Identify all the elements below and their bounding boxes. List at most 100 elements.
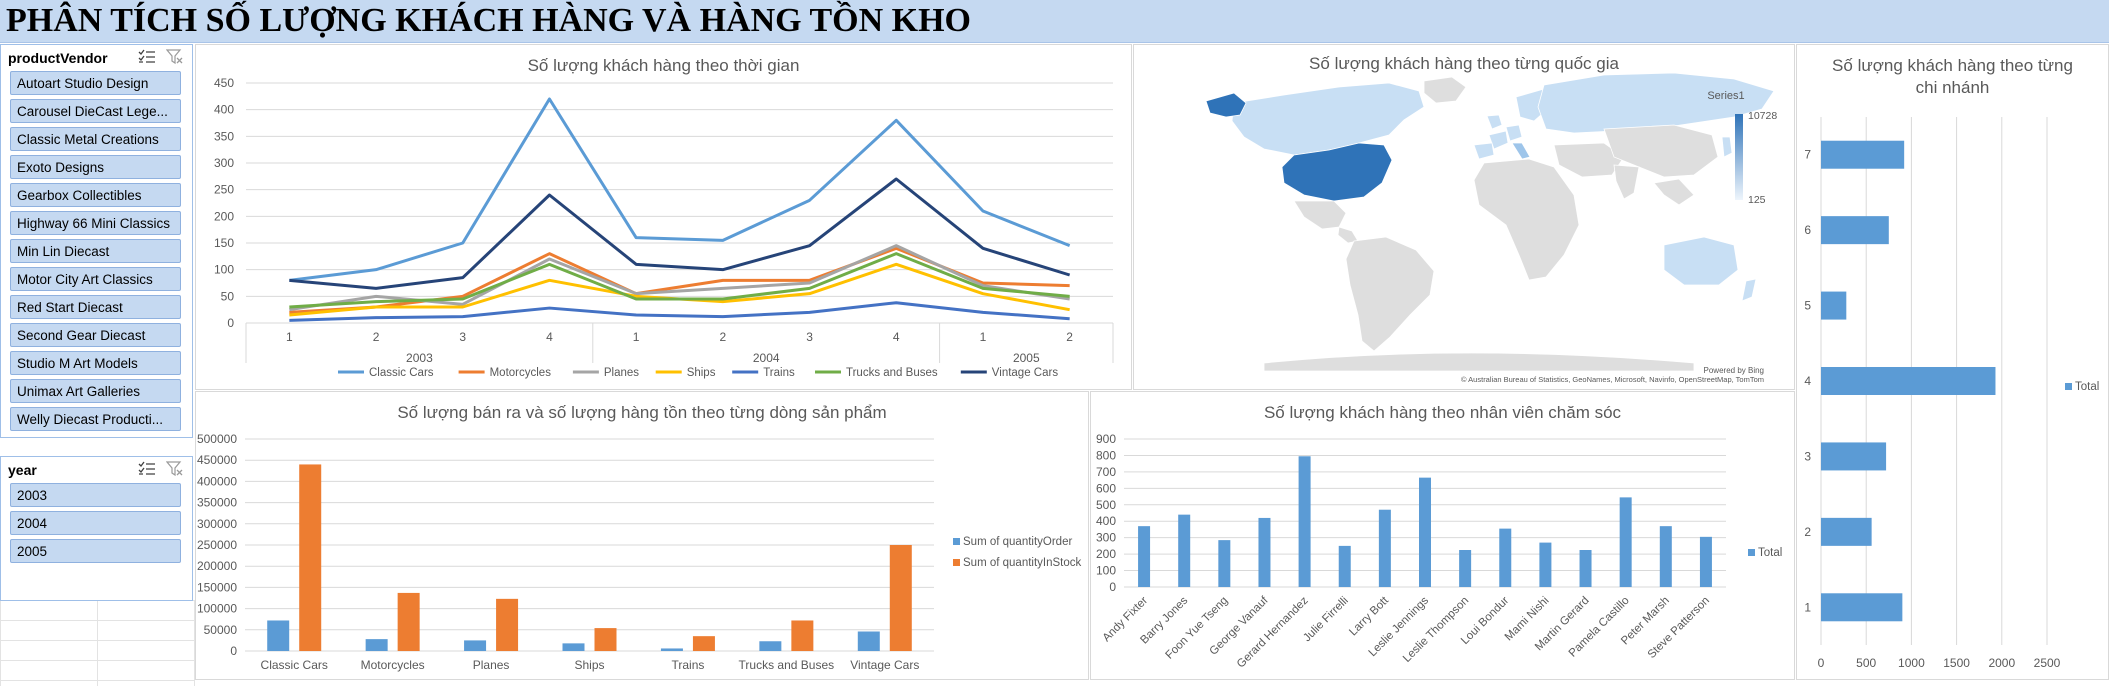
legend-swatch bbox=[1748, 549, 1755, 556]
region-antarctica bbox=[1263, 352, 1695, 372]
x-tick-label: 4 bbox=[546, 330, 553, 344]
slicer-item[interactable]: 2003 bbox=[10, 483, 181, 507]
y-tick-label: 800 bbox=[1096, 448, 1116, 462]
bar bbox=[692, 636, 715, 651]
multi-select-icon[interactable] bbox=[138, 461, 156, 477]
y-tick-label: 3 bbox=[1804, 449, 1811, 463]
series-line bbox=[289, 97, 1071, 282]
multi-select-icon[interactable] bbox=[138, 49, 156, 65]
title-bar: PHÂN TÍCH SỐ LƯỢNG KHÁCH HÀNG VÀ HÀNG TỒ… bbox=[0, 0, 2109, 43]
x-tick-label: 2000 bbox=[1988, 656, 2015, 670]
x-tick-label: Motorcycles bbox=[361, 658, 425, 672]
legend-label: Sum of quantityOrder bbox=[963, 536, 1072, 548]
chart-sold-vs-stock[interactable]: Số lượng bán ra và số lượng hàng tồn the… bbox=[195, 391, 1089, 680]
y-tick-label: 450000 bbox=[197, 453, 237, 467]
chart-customers-by-country[interactable]: Số lượng khách hàng theo từng quốc gia S… bbox=[1133, 44, 1795, 390]
slicer-items: Autoart Studio Design Carousel DieCast Le… bbox=[1, 71, 192, 431]
y-tick-label: 50 bbox=[221, 289, 235, 303]
series-line bbox=[289, 301, 1070, 322]
clear-filter-icon[interactable] bbox=[166, 461, 184, 477]
y-tick-label: 0 bbox=[227, 316, 234, 330]
y-tick-label: 0 bbox=[230, 644, 237, 658]
y-tick-label: 300000 bbox=[197, 517, 237, 531]
x-tick-label: Ships bbox=[574, 658, 604, 672]
legend-swatch bbox=[953, 538, 960, 545]
x-tick-label: 1 bbox=[286, 330, 293, 344]
chart-customers-by-staff[interactable]: Số lượng khách hàng theo nhân viên chăm … bbox=[1090, 391, 1795, 680]
chart-title: Số lượng khách hàng theo nhân viên chăm … bbox=[1263, 403, 1622, 422]
x-tick-label: 0 bbox=[1818, 656, 1825, 670]
y-tick-label: 5 bbox=[1804, 299, 1811, 313]
legend-label: Total bbox=[1758, 547, 1782, 559]
column-chart: 0 50000 100000 150000 200000 250000 300000 3500… bbox=[197, 432, 1082, 672]
slicer-item[interactable]: Unimax Art Galleries bbox=[10, 379, 181, 403]
country-italy bbox=[1511, 142, 1531, 160]
chart-customers-by-branch[interactable]: Số lượng khách hàng theo từng chi nhánh … bbox=[1796, 44, 2109, 680]
x-tick-label: 1500 bbox=[1943, 656, 1970, 670]
bar bbox=[660, 648, 683, 651]
legend-label: Motorcycles bbox=[490, 367, 552, 379]
clear-filter-icon[interactable] bbox=[166, 49, 184, 65]
bar bbox=[1499, 528, 1512, 587]
slicer-product-vendor[interactable]: productVendor Autoart Studio Design Carou… bbox=[0, 44, 193, 438]
slicer-header: year bbox=[1, 457, 192, 483]
bar bbox=[1218, 540, 1231, 587]
x-tick-label: 1 bbox=[980, 330, 987, 344]
slicer-item[interactable]: Min Lin Diecast bbox=[10, 239, 181, 263]
bar bbox=[791, 620, 814, 651]
bar bbox=[1821, 442, 1887, 471]
country-africa bbox=[1473, 158, 1580, 281]
y-tick-label: 600 bbox=[1096, 481, 1116, 495]
legend-swatch bbox=[2065, 383, 2072, 390]
slicer-item[interactable]: 2005 bbox=[10, 539, 181, 563]
slicer-year[interactable]: year 2003 2004 2005 bbox=[0, 456, 193, 601]
map-credit: © Australian Bureau of Statistics, GeoNa… bbox=[1461, 375, 1764, 384]
country-usa bbox=[1281, 142, 1393, 202]
y-tick-label: 350000 bbox=[197, 496, 237, 510]
slicer-item[interactable]: Welly Diecast Producti... bbox=[10, 407, 181, 431]
slicer-items: 2003 2004 2005 bbox=[1, 483, 192, 563]
bar bbox=[1298, 456, 1311, 587]
slicer-item[interactable]: Second Gear Diecast bbox=[10, 323, 181, 347]
slicer-item[interactable]: Autoart Studio Design bbox=[10, 71, 181, 95]
y-tick-label: 4 bbox=[1804, 374, 1811, 388]
bar bbox=[496, 598, 519, 651]
slicer-item[interactable]: Highway 66 Mini Classics bbox=[10, 211, 181, 235]
bar bbox=[267, 620, 290, 651]
slicer-item[interactable]: Studio M Art Models bbox=[10, 351, 181, 375]
bar bbox=[1459, 550, 1472, 587]
bar bbox=[1619, 497, 1632, 587]
sheet-grid bbox=[0, 600, 195, 686]
legend-label: Ships bbox=[687, 367, 716, 379]
y-tick-label: 400 bbox=[1096, 514, 1116, 528]
slicer-item[interactable]: Carousel DieCast Lege... bbox=[10, 99, 181, 123]
slicer-item[interactable]: 2004 bbox=[10, 511, 181, 535]
slicer-item[interactable]: Classic Metal Creations bbox=[10, 127, 181, 151]
country-south-america bbox=[1345, 236, 1435, 352]
slicer-header: productVendor bbox=[1, 45, 192, 71]
bar bbox=[1821, 216, 1889, 245]
y-tick-label: 900 bbox=[1096, 432, 1116, 446]
y-tick-label: 200 bbox=[214, 209, 234, 223]
country-china bbox=[1603, 124, 1719, 178]
x-tick-label: 4 bbox=[893, 330, 900, 344]
country-uk bbox=[1486, 114, 1503, 130]
slicer-item[interactable]: Motor City Art Classics bbox=[10, 267, 181, 291]
map-legend-scale bbox=[1735, 114, 1743, 200]
country-central-america bbox=[1337, 226, 1359, 244]
bar bbox=[1178, 514, 1191, 587]
country-new-zealand bbox=[1741, 278, 1757, 302]
y-tick-label: 2 bbox=[1804, 525, 1811, 539]
y-tick-label: 450 bbox=[214, 76, 234, 90]
slicer-item[interactable]: Gearbox Collectibles bbox=[10, 183, 181, 207]
bar bbox=[365, 639, 388, 651]
chart-customers-over-time[interactable]: Số lượng khách hàng theo thời gian 0 50 10… bbox=[195, 44, 1132, 390]
bar bbox=[1821, 593, 1903, 622]
slicer-item[interactable]: Exoto Designs bbox=[10, 155, 181, 179]
bar bbox=[1821, 367, 1996, 395]
country-russia bbox=[1537, 72, 1775, 134]
series-line bbox=[289, 177, 1071, 290]
bar bbox=[1419, 477, 1431, 587]
slicer-item[interactable]: Red Start Diecast bbox=[10, 295, 181, 319]
